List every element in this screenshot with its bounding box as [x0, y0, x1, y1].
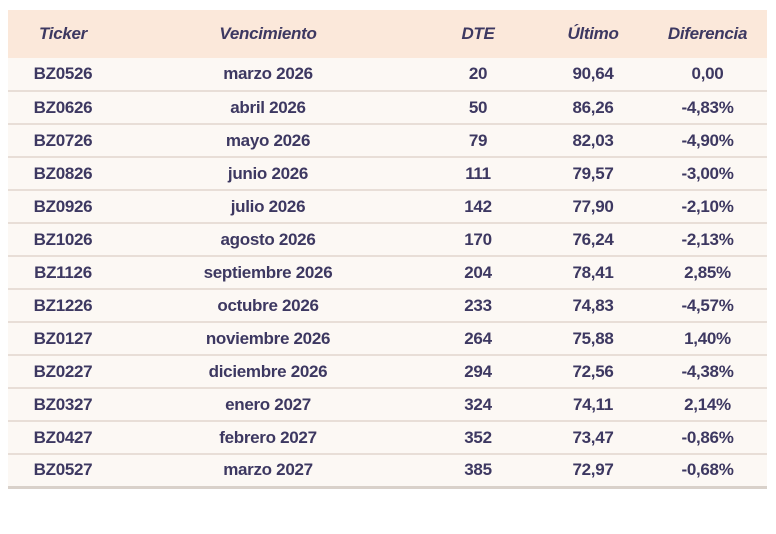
cell-diferencia: -4,90% — [648, 124, 767, 158]
cell-ticker: BZ1026 — [8, 223, 118, 257]
cell-ticker: BZ0127 — [8, 322, 118, 356]
table-row: BZ0327 enero 2027 324 74,11 2,14% — [8, 388, 767, 422]
cell-ultimo: 78,41 — [538, 256, 648, 290]
cell-vencimiento: diciembre 2026 — [118, 355, 418, 389]
cell-dte: 79 — [418, 124, 538, 158]
cell-dte: 111 — [418, 157, 538, 191]
cell-diferencia: -2,10% — [648, 190, 767, 224]
cell-diferencia: -4,38% — [648, 355, 767, 389]
cell-dte: 233 — [418, 289, 538, 323]
table-row: BZ1026 agosto 2026 170 76,24 -2,13% — [8, 223, 767, 257]
cell-ultimo: 79,57 — [538, 157, 648, 191]
cell-diferencia: -4,83% — [648, 91, 767, 125]
cell-ultimo: 74,11 — [538, 388, 648, 422]
column-header-dte: DTE — [418, 10, 538, 58]
table-body: BZ0526 marzo 2026 20 90,64 0,00 BZ0626 abril 2… — [8, 58, 767, 489]
table-row: BZ0127 noviembre 2026 264 75,88 1,40% — [8, 322, 767, 356]
cell-ticker: BZ0926 — [8, 190, 118, 224]
futures-table-container: Ticker Vencimiento DTE Último Diferencia BZ0… — [8, 10, 767, 489]
cell-diferencia: -2,13% — [648, 223, 767, 257]
table-row: BZ0527 marzo 2027 385 72,97 -0,68% — [8, 454, 767, 489]
cell-ultimo: 90,64 — [538, 58, 648, 92]
cell-ticker: BZ0227 — [8, 355, 118, 389]
cell-dte: 142 — [418, 190, 538, 224]
cell-vencimiento: noviembre 2026 — [118, 322, 418, 356]
cell-dte: 20 — [418, 58, 538, 92]
table-row: BZ0227 diciembre 2026 294 72,56 -4,38% — [8, 355, 767, 389]
table-row: BZ0726 mayo 2026 79 82,03 -4,90% — [8, 124, 767, 158]
column-header-vencimiento: Vencimiento — [118, 10, 418, 58]
cell-ticker: BZ0526 — [8, 58, 118, 92]
cell-vencimiento: marzo 2027 — [118, 454, 418, 489]
cell-diferencia: -0,68% — [648, 454, 767, 489]
cell-diferencia: 2,85% — [648, 256, 767, 290]
cell-ultimo: 77,90 — [538, 190, 648, 224]
cell-ticker: BZ0327 — [8, 388, 118, 422]
futures-table: Ticker Vencimiento DTE Último Diferencia BZ0… — [8, 10, 767, 489]
cell-diferencia: 1,40% — [648, 322, 767, 356]
cell-diferencia: 2,14% — [648, 388, 767, 422]
cell-vencimiento: mayo 2026 — [118, 124, 418, 158]
table-row: BZ0427 febrero 2027 352 73,47 -0,86% — [8, 421, 767, 455]
cell-vencimiento: agosto 2026 — [118, 223, 418, 257]
cell-dte: 264 — [418, 322, 538, 356]
cell-vencimiento: febrero 2027 — [118, 421, 418, 455]
cell-ticker: BZ0726 — [8, 124, 118, 158]
cell-ultimo: 86,26 — [538, 91, 648, 125]
cell-ultimo: 75,88 — [538, 322, 648, 356]
cell-diferencia: -0,86% — [648, 421, 767, 455]
cell-diferencia: -3,00% — [648, 157, 767, 191]
cell-ticker: BZ0826 — [8, 157, 118, 191]
cell-dte: 204 — [418, 256, 538, 290]
table-row: BZ0526 marzo 2026 20 90,64 0,00 — [8, 58, 767, 92]
cell-dte: 294 — [418, 355, 538, 389]
cell-vencimiento: septiembre 2026 — [118, 256, 418, 290]
cell-ticker: BZ0427 — [8, 421, 118, 455]
cell-ticker: BZ1126 — [8, 256, 118, 290]
cell-ultimo: 74,83 — [538, 289, 648, 323]
cell-vencimiento: octubre 2026 — [118, 289, 418, 323]
cell-dte: 385 — [418, 454, 538, 489]
cell-ticker: BZ0527 — [8, 454, 118, 489]
cell-diferencia: 0,00 — [648, 58, 767, 92]
table-row: BZ0626 abril 2026 50 86,26 -4,83% — [8, 91, 767, 125]
cell-dte: 170 — [418, 223, 538, 257]
cell-dte: 352 — [418, 421, 538, 455]
cell-diferencia: -4,57% — [648, 289, 767, 323]
cell-vencimiento: junio 2026 — [118, 157, 418, 191]
table-row: BZ1126 septiembre 2026 204 78,41 2,85% — [8, 256, 767, 290]
cell-ultimo: 72,97 — [538, 454, 648, 489]
cell-ticker: BZ1226 — [8, 289, 118, 323]
cell-vencimiento: abril 2026 — [118, 91, 418, 125]
cell-ultimo: 72,56 — [538, 355, 648, 389]
cell-vencimiento: julio 2026 — [118, 190, 418, 224]
column-header-diferencia: Diferencia — [648, 10, 767, 58]
cell-ultimo: 73,47 — [538, 421, 648, 455]
header-row: Ticker Vencimiento DTE Último Diferencia — [8, 10, 767, 58]
table-row: BZ0826 junio 2026 111 79,57 -3,00% — [8, 157, 767, 191]
cell-ultimo: 76,24 — [538, 223, 648, 257]
cell-vencimiento: enero 2027 — [118, 388, 418, 422]
column-header-ticker: Ticker — [8, 10, 118, 58]
table-row: BZ1226 octubre 2026 233 74,83 -4,57% — [8, 289, 767, 323]
table-header: Ticker Vencimiento DTE Último Diferencia — [8, 10, 767, 58]
column-header-ultimo: Último — [538, 10, 648, 58]
table-row: BZ0926 julio 2026 142 77,90 -2,10% — [8, 190, 767, 224]
cell-ticker: BZ0626 — [8, 91, 118, 125]
cell-dte: 50 — [418, 91, 538, 125]
cell-vencimiento: marzo 2026 — [118, 58, 418, 92]
cell-ultimo: 82,03 — [538, 124, 648, 158]
cell-dte: 324 — [418, 388, 538, 422]
